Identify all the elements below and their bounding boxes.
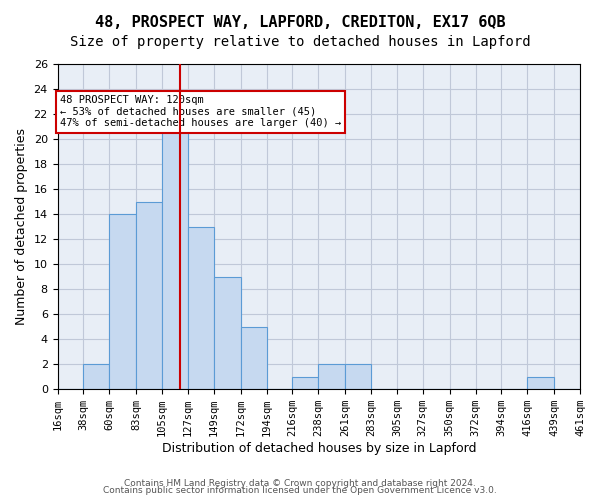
Bar xyxy=(292,376,318,389)
Bar xyxy=(318,364,345,389)
Bar xyxy=(214,276,241,389)
Text: Size of property relative to detached houses in Lapford: Size of property relative to detached ho… xyxy=(70,35,530,49)
Text: Contains HM Land Registry data © Crown copyright and database right 2024.: Contains HM Land Registry data © Crown c… xyxy=(124,478,476,488)
Text: Contains public sector information licensed under the Open Government Licence v3: Contains public sector information licen… xyxy=(103,486,497,495)
Bar xyxy=(345,364,371,389)
Bar xyxy=(136,202,162,389)
Bar xyxy=(162,126,188,389)
Bar xyxy=(83,364,109,389)
Text: 48 PROSPECT WAY: 120sqm
← 53% of detached houses are smaller (45)
47% of semi-de: 48 PROSPECT WAY: 120sqm ← 53% of detache… xyxy=(60,96,341,128)
Y-axis label: Number of detached properties: Number of detached properties xyxy=(15,128,28,325)
Bar xyxy=(188,226,214,389)
Bar xyxy=(109,214,136,389)
Bar xyxy=(241,326,266,389)
Text: 48, PROSPECT WAY, LAPFORD, CREDITON, EX17 6QB: 48, PROSPECT WAY, LAPFORD, CREDITON, EX1… xyxy=(95,15,505,30)
X-axis label: Distribution of detached houses by size in Lapford: Distribution of detached houses by size … xyxy=(161,442,476,455)
Bar xyxy=(527,376,554,389)
